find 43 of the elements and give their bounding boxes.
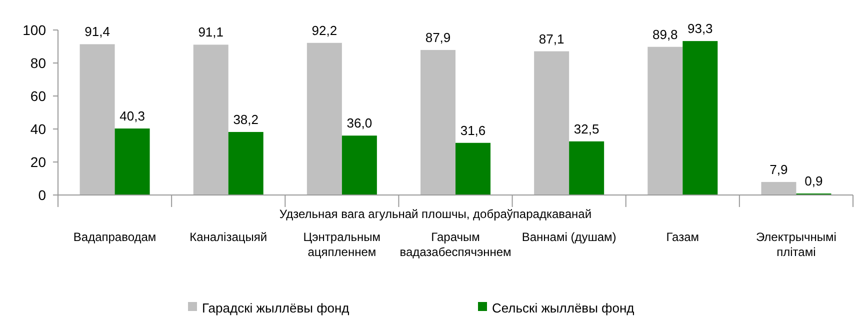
legend-label: Гарадскі жыллёвы фонд (202, 300, 350, 316)
data-label: 87,1 (538, 31, 564, 46)
data-label: 91,4 (84, 24, 110, 40)
y-tick-label: 20 (30, 154, 46, 170)
bar (761, 182, 796, 195)
bar (456, 142, 490, 195)
x-tick-label: Газам (666, 230, 700, 244)
data-label: 89,8 (652, 26, 678, 42)
bar (80, 44, 115, 195)
y-tick-label: 60 (30, 88, 46, 104)
data-label: 7,9 (770, 162, 788, 177)
bar (420, 50, 456, 195)
bar (534, 51, 570, 195)
bar (569, 141, 604, 195)
data-label: 40,3 (120, 108, 145, 124)
bar (193, 44, 228, 195)
data-label: 31,6 (460, 122, 486, 138)
x-tick-label: Вадаправодам (73, 230, 156, 244)
data-label: 93,3 (687, 21, 713, 36)
x-tick-label: Каналізацыяй (190, 230, 268, 244)
y-tick-label: 40 (30, 120, 46, 137)
bar (682, 41, 718, 195)
bar (648, 46, 683, 195)
bar (228, 132, 264, 195)
bar (306, 42, 342, 195)
data-label: 91,1 (198, 24, 224, 40)
bar (114, 128, 150, 195)
bar (342, 136, 377, 195)
x-tick-label: Цэнтральным ацяпленнем (303, 230, 381, 259)
data-label: 38,2 (233, 112, 259, 127)
data-label: 0,9 (804, 174, 823, 189)
x-tick-label: Гарачым вадазабеспячэннем (400, 230, 512, 259)
y-tick-label: 0 (38, 186, 46, 203)
data-label: 87,9 (425, 30, 451, 45)
y-tick-label: 100 (22, 22, 46, 38)
data-label: 36,0 (346, 116, 372, 131)
legend-label: Сельскі жыллёвы фонд (492, 300, 635, 316)
data-label: 92,2 (312, 22, 338, 38)
x-axis-title: Удзельная вага агульнай плошчы, добраўпарадкаванай (279, 207, 592, 221)
x-tick-label: Ваннамі (душам) (522, 230, 616, 244)
data-label: 32,5 (574, 121, 600, 136)
y-tick-label: 80 (30, 54, 46, 71)
x-tick-label: Электрычнымі плітамі (756, 230, 836, 259)
